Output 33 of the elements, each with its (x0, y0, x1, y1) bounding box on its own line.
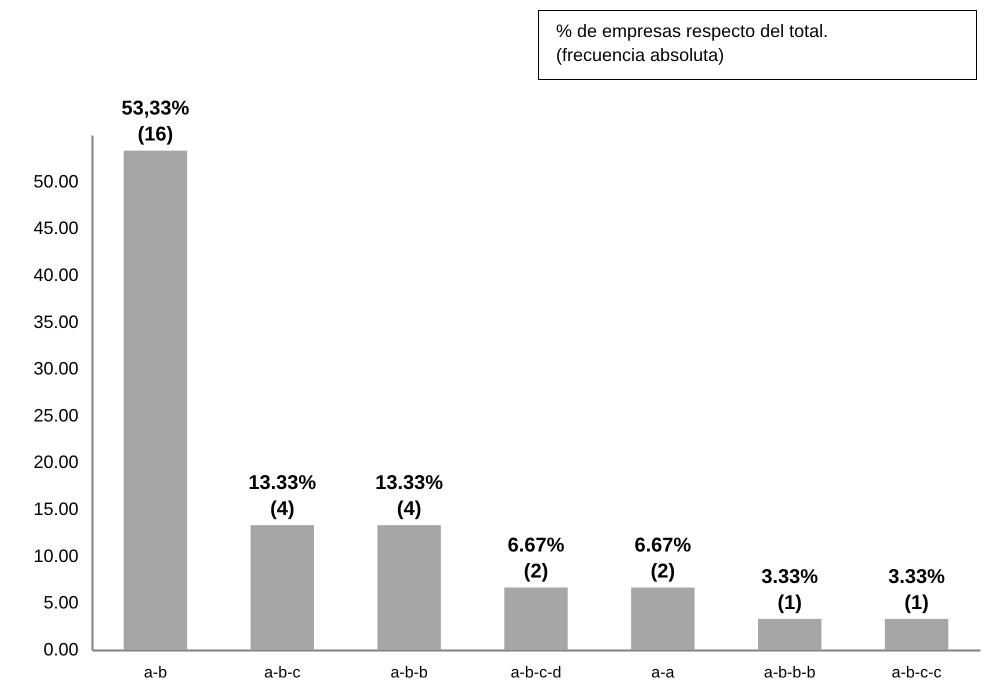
y-tick-label: 10.00 (33, 546, 78, 566)
note-box: % de empresas respecto del total. (frecuencia absoluta) (538, 10, 977, 80)
data-label: 3.33% (1) (888, 566, 946, 614)
bar (250, 525, 314, 650)
bar (124, 150, 188, 650)
bar (884, 618, 948, 650)
x-tick-label: a-b-b-b (764, 664, 816, 682)
y-tick-label: 20.00 (33, 452, 78, 472)
y-tick-label: 0.00 (43, 640, 78, 660)
x-tick-label: a-b-c (264, 664, 301, 682)
y-tick-label: 40.00 (33, 264, 78, 285)
y-tick-label: 45.00 (33, 218, 78, 238)
data-label: 13.33% (4) (375, 472, 444, 520)
y-tick-label: 15.00 (33, 499, 78, 520)
data-label: 6.67% (2) (634, 534, 692, 583)
bar (758, 618, 822, 650)
x-tick-label: a-b-c-d (510, 664, 562, 682)
x-tick-label: a-b-c-c (892, 664, 942, 682)
bar (504, 588, 568, 650)
data-label: 3.33% (1) (761, 566, 818, 614)
y-tick-label: 35.00 (33, 312, 78, 332)
data-label: 6.67% (2) (508, 534, 565, 583)
x-tick-label: a-b-b (390, 664, 428, 682)
data-label: 13.33% (4) (248, 472, 316, 520)
y-tick-label: 5.00 (43, 592, 78, 613)
x-tick-label: a-a (651, 664, 675, 682)
data-label: 53,33% (16) (122, 98, 190, 146)
y-tick-label: 30.00 (33, 358, 78, 379)
y-tick-label: 25.00 (33, 405, 78, 426)
bar (377, 525, 441, 650)
bar (631, 588, 695, 650)
x-tick-label: a-b (144, 664, 168, 682)
y-tick-label: 50.00 (33, 171, 78, 192)
